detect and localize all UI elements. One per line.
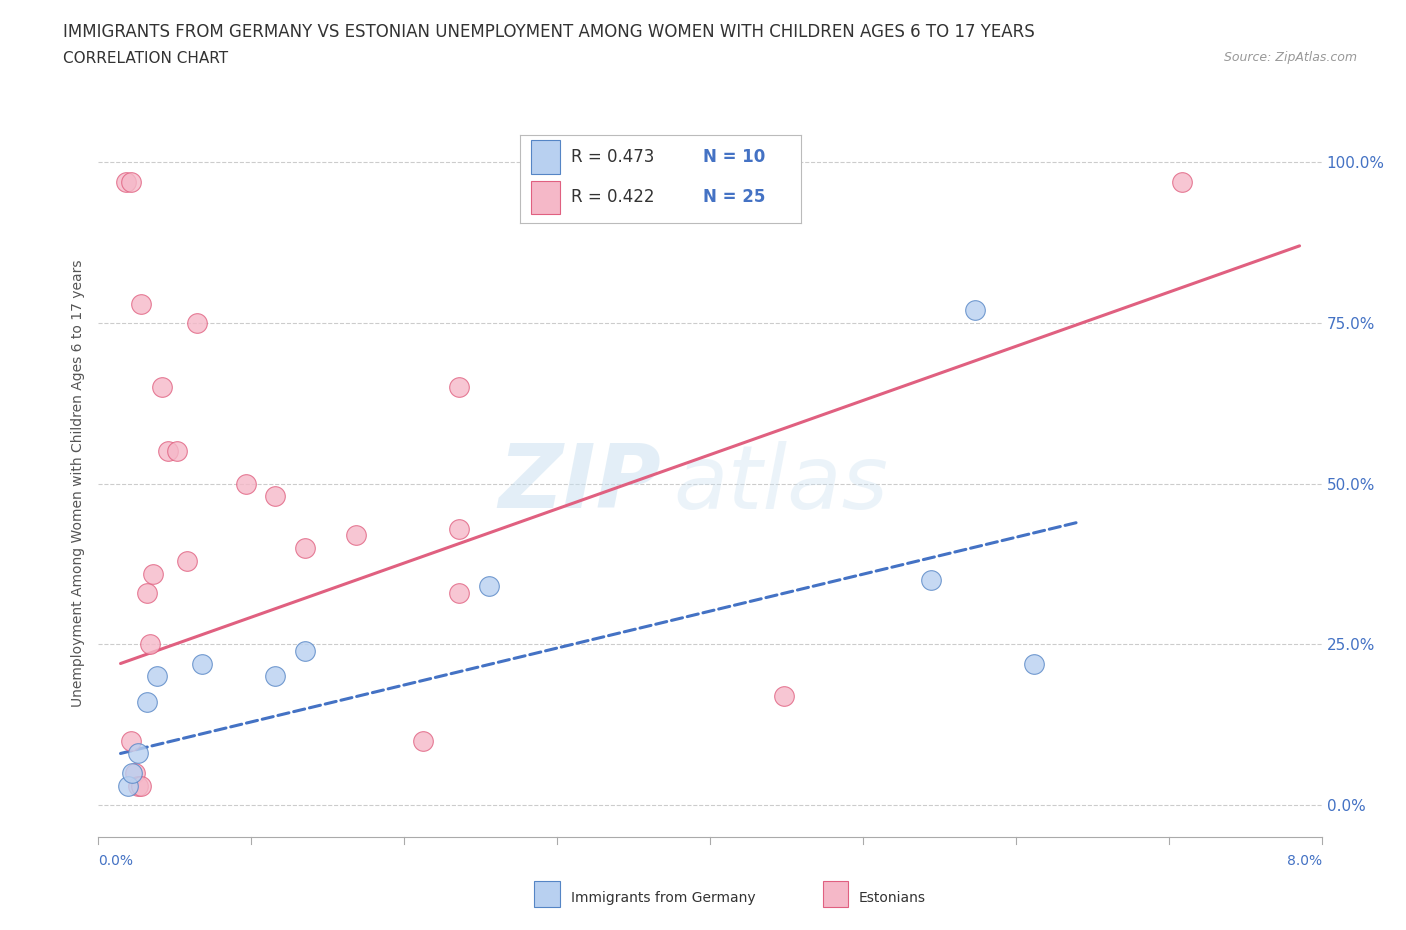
Text: IMMIGRANTS FROM GERMANY VS ESTONIAN UNEMPLOYMENT AMONG WOMEN WITH CHILDREN AGES : IMMIGRANTS FROM GERMANY VS ESTONIAN UNEM… <box>63 23 1035 41</box>
Point <box>920 573 942 588</box>
Point <box>176 553 198 568</box>
Point <box>117 778 139 793</box>
Text: R = 0.473: R = 0.473 <box>571 149 654 166</box>
Text: R = 0.422: R = 0.422 <box>571 188 654 206</box>
Point <box>235 476 257 491</box>
Text: 0.0%: 0.0% <box>98 854 134 868</box>
Point <box>127 746 149 761</box>
Point <box>115 174 138 189</box>
Point <box>120 174 142 189</box>
Bar <box>531 140 560 174</box>
Y-axis label: Unemployment Among Women with Children Ages 6 to 17 years: Unemployment Among Women with Children A… <box>72 259 86 708</box>
Point <box>264 669 287 684</box>
Text: Immigrants from Germany: Immigrants from Germany <box>571 891 755 906</box>
Point <box>136 585 159 600</box>
Point <box>1024 656 1046 671</box>
Point <box>121 765 143 780</box>
Point <box>156 444 179 458</box>
Point <box>344 527 367 542</box>
Point <box>129 778 152 793</box>
Text: ZIP: ZIP <box>498 440 661 527</box>
Point <box>150 379 173 394</box>
Point <box>146 669 169 684</box>
Point <box>124 765 146 780</box>
Text: N = 10: N = 10 <box>703 149 765 166</box>
Point <box>478 579 501 594</box>
Point <box>1170 174 1192 189</box>
Point <box>139 637 162 652</box>
Text: CORRELATION CHART: CORRELATION CHART <box>63 51 228 66</box>
Point <box>965 302 987 317</box>
Point <box>449 585 471 600</box>
Point <box>190 656 212 671</box>
Text: Estonians: Estonians <box>859 891 927 906</box>
Point <box>294 540 316 555</box>
Point <box>142 566 165 581</box>
Text: 8.0%: 8.0% <box>1286 854 1322 868</box>
Point <box>127 778 149 793</box>
Point <box>449 379 471 394</box>
Point <box>294 644 316 658</box>
Point <box>449 521 471 536</box>
Point <box>186 315 208 330</box>
Text: Source: ZipAtlas.com: Source: ZipAtlas.com <box>1223 51 1357 64</box>
Bar <box>531 180 560 215</box>
Text: N = 25: N = 25 <box>703 188 765 206</box>
Point <box>772 688 794 703</box>
Point <box>166 444 188 458</box>
Point <box>129 297 152 312</box>
Point <box>412 733 434 748</box>
Point <box>120 733 142 748</box>
Text: atlas: atlas <box>673 441 889 526</box>
Point <box>136 695 159 710</box>
Point <box>264 489 287 504</box>
